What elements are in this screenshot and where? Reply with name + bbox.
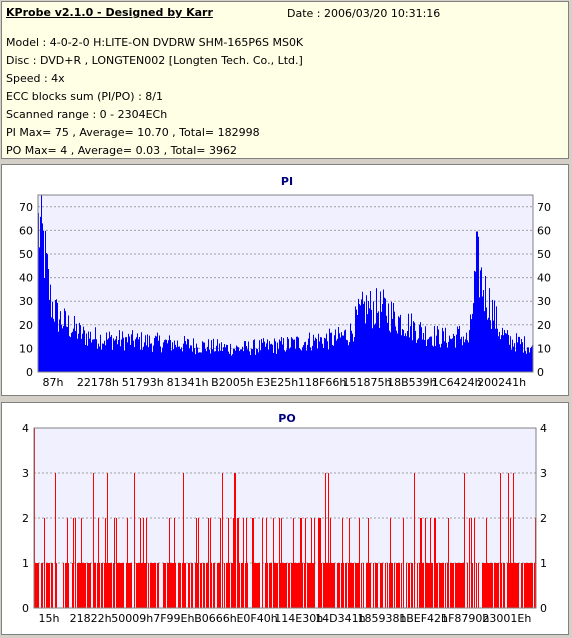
pi-chart-title: PI <box>281 175 293 188</box>
ecc-line: ECC blocks sum (PI/PO) : 8/1 <box>6 90 163 103</box>
pi-xtick: 151875h <box>343 376 392 389</box>
pi-ytick-left: 0 <box>26 366 33 379</box>
disc-info-panel: KProbe v2.1.0 - Designed by Karr Date : … <box>1 1 569 159</box>
po-xtick: 1F8790h <box>441 612 489 625</box>
pi-xtick: 22178h <box>77 376 119 389</box>
model-line: Model : 4-0-2-0 H:LITE-ON DVDRW SHM-165P… <box>6 36 304 49</box>
pi-xtick: 87h <box>43 376 64 389</box>
pi-ytick-right: 10 <box>537 342 551 355</box>
pi-xtick: 81341h <box>167 376 209 389</box>
po-ytick-left: 3 <box>22 467 29 480</box>
pi-ytick-right: 70 <box>537 201 551 214</box>
po-ytick-left: 1 <box>22 557 29 570</box>
po-stats-line: PO Max= 4 , Average= 0.03 , Total= 3962 <box>6 144 237 157</box>
po-plot-border <box>33 427 537 609</box>
pi-xtick: 200241h <box>477 376 526 389</box>
disc-line: Disc : DVD+R , LONGTEN002 [Longten Tech.… <box>6 54 303 67</box>
pi-ytick-right: 30 <box>537 295 551 308</box>
po-ytick-right: 4 <box>540 422 547 435</box>
pi-ytick-right: 0 <box>537 366 544 379</box>
po-xtick: 1BEF42h <box>399 612 448 625</box>
pi-ytick-right: 50 <box>537 248 551 261</box>
pi-ytick-left: 30 <box>19 295 33 308</box>
po-xtick: 15h <box>39 612 60 625</box>
po-ytick-left: 0 <box>22 602 29 615</box>
po-chart-title: PO <box>278 412 295 425</box>
pi-ytick-left: 60 <box>19 224 33 237</box>
po-xtick: 23001Eh <box>482 612 531 625</box>
po-ytick-right: 1 <box>540 557 547 570</box>
pi-chart-panel: PI 0 0 10 10 20 20 30 30 40 40 50 50 60 60 70 70 87h 2217… <box>1 164 569 396</box>
scan-date: Date : 2006/03/20 10:31:16 <box>287 7 441 20</box>
po-xtick: 7F99Eh <box>153 612 194 625</box>
pi-ytick-left: 70 <box>19 201 33 214</box>
po-chart: PO 0 0 1 1 2 2 3 3 4 4 15h 21822h 50009h 7F99Eh B0666h… <box>22 412 547 625</box>
scanned-range-line: Scanned range : 0 - 2304ECh <box>6 108 168 121</box>
pi-xtick: B2005h <box>211 376 254 389</box>
pi-plot-border <box>37 194 534 373</box>
po-ytick-left: 2 <box>22 512 29 525</box>
app-title: KProbe v2.1.0 - Designed by Karr <box>6 6 213 19</box>
po-ytick-right: 0 <box>540 602 547 615</box>
pi-chart: PI 0 0 10 10 20 20 30 30 40 40 50 50 60 60 70 70 87h 2217… <box>19 175 551 389</box>
pi-ytick-right: 20 <box>537 319 551 332</box>
pi-xtick: 51793h <box>122 376 164 389</box>
po-xtick: 21822h <box>70 612 112 625</box>
pi-ytick-right: 60 <box>537 224 551 237</box>
po-xtick: 114E30h <box>274 612 323 625</box>
pi-ytick-right: 40 <box>537 272 551 285</box>
po-ytick-right: 2 <box>540 512 547 525</box>
pi-ytick-left: 40 <box>19 272 33 285</box>
po-ytick-right: 3 <box>540 467 547 480</box>
pi-xtick: 18B539h <box>387 376 437 389</box>
po-xtick: 50009h <box>111 612 153 625</box>
po-xtick: 185938h <box>358 612 407 625</box>
pi-ytick-left: 10 <box>19 342 33 355</box>
pi-xtick: 118F66h <box>298 376 346 389</box>
pi-xtick: 1C6424h <box>432 376 482 389</box>
pi-xtick: E3E25h <box>256 376 298 389</box>
pi-ytick-left: 20 <box>19 319 33 332</box>
pi-ytick-left: 50 <box>19 248 33 261</box>
po-chart-panel: PO 0 0 1 1 2 2 3 3 4 4 15h 21822h 50009h 7F99Eh B0666h… <box>1 402 569 635</box>
speed-line: Speed : 4x <box>6 72 65 85</box>
po-xtick: E0F40h <box>236 612 277 625</box>
po-ytick-left: 4 <box>22 422 29 435</box>
pi-stats-line: PI Max= 75 , Average= 10.70 , Total= 182… <box>6 126 260 139</box>
po-xtick: B0666h <box>194 612 237 625</box>
po-xtick: 14D341h <box>315 612 365 625</box>
